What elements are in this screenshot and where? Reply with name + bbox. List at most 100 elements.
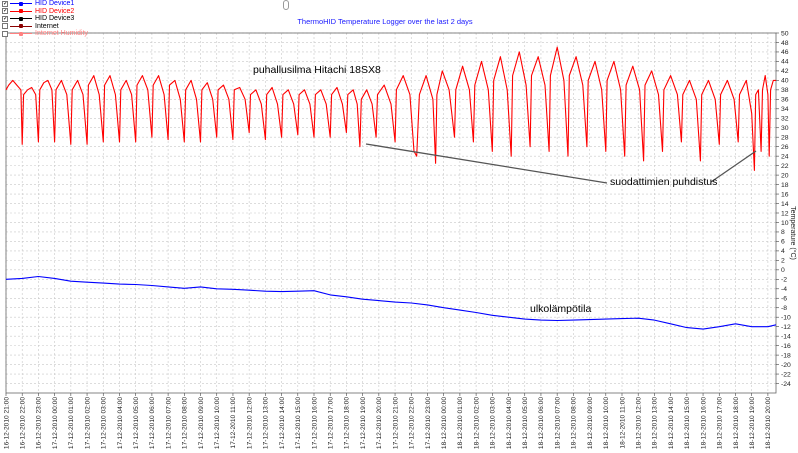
y-tick-label: 0 bbox=[781, 267, 785, 274]
x-tick-label: 18-12-2010 06:00 bbox=[538, 397, 545, 449]
y-tick-label: 46 bbox=[781, 49, 789, 56]
series-layer bbox=[5, 46, 777, 330]
legend-item-device3[interactable]: ✓ HID Device3 bbox=[2, 15, 122, 23]
y-tick-label: 24 bbox=[781, 153, 789, 160]
legend-checkbox[interactable] bbox=[2, 23, 8, 30]
x-tick-label: 17-12-2010 23:00 bbox=[425, 397, 432, 449]
annotation-pointer-lines bbox=[365, 143, 757, 184]
legend-item-device2[interactable]: ✓ HID Device2 bbox=[2, 8, 122, 16]
x-tick-label: 17-12-2010 04:00 bbox=[117, 397, 124, 449]
x-tick-label: 18-12-2010 02:00 bbox=[473, 397, 480, 449]
x-tick-label: 18-12-2010 19:00 bbox=[749, 397, 756, 449]
y-tick-label: -4 bbox=[781, 286, 787, 293]
y-tick-label: -20 bbox=[781, 362, 791, 369]
y-tick-label: -12 bbox=[781, 324, 791, 331]
x-tick-label: 17-12-2010 03:00 bbox=[101, 397, 108, 449]
y-tick-label: 20 bbox=[781, 172, 789, 179]
x-tick-label: 17-12-2010 19:00 bbox=[360, 397, 367, 449]
x-tick-label: 17-12-2010 18:00 bbox=[344, 397, 351, 449]
x-tick-label: 17-12-2010 21:00 bbox=[392, 397, 399, 449]
y-tick-label: 18 bbox=[781, 182, 789, 189]
y-tick-label: 22 bbox=[781, 163, 789, 170]
x-tick-label: 17-12-2010 02:00 bbox=[84, 397, 91, 449]
legend-checkbox[interactable]: ✓ bbox=[2, 0, 8, 7]
y-tick-label: -22 bbox=[781, 371, 791, 378]
y-tick-label: 14 bbox=[781, 201, 789, 208]
x-tick-label: 18-12-2010 16:00 bbox=[700, 397, 707, 449]
x-tick-label: 18-12-2010 05:00 bbox=[522, 397, 529, 449]
y-tick-label: 12 bbox=[781, 210, 789, 217]
y-tick-label: -24 bbox=[781, 381, 791, 388]
x-tick-label: 17-12-2010 07:00 bbox=[165, 397, 172, 449]
x-tick-label: 17-12-2010 05:00 bbox=[133, 397, 140, 449]
x-tick-label: 17-12-2010 09:00 bbox=[198, 397, 205, 449]
x-tick-label: 18-12-2010 07:00 bbox=[554, 397, 561, 449]
y-tick-label: 32 bbox=[781, 116, 789, 123]
x-tick-label: 17-12-2010 16:00 bbox=[311, 397, 318, 449]
y-tick-label: 30 bbox=[781, 125, 789, 132]
legend-swatch bbox=[10, 1, 32, 6]
y-tick-label: -2 bbox=[781, 277, 787, 284]
legend-item-internet-humidity[interactable]: Internet Humidity bbox=[2, 30, 122, 38]
y-tick-label: 34 bbox=[781, 106, 789, 113]
y-tick-label: -14 bbox=[781, 333, 791, 340]
legend-item-device1[interactable]: ✓ HID Device1 bbox=[2, 0, 122, 8]
pointer-line-2 bbox=[710, 150, 757, 183]
legend-swatch bbox=[10, 31, 32, 36]
x-tick-label: 16-12-2010 22:00 bbox=[20, 397, 27, 449]
x-tick-label: 16-12-2010 21:00 bbox=[3, 397, 10, 449]
x-tick-label: 18-12-2010 20:00 bbox=[765, 397, 772, 449]
legend-swatch bbox=[10, 24, 32, 29]
x-tick-label: 17-12-2010 12:00 bbox=[246, 397, 253, 449]
legend-checkbox[interactable] bbox=[2, 30, 8, 37]
x-tick-label: 18-12-2010 09:00 bbox=[587, 397, 594, 449]
legend-checkbox[interactable]: ✓ bbox=[2, 8, 8, 15]
x-tick-label: 17-12-2010 15:00 bbox=[295, 397, 302, 449]
x-tick-label: 17-12-2010 06:00 bbox=[149, 397, 156, 449]
legend-label: Internet Humidity bbox=[35, 30, 88, 37]
paperclip-icon[interactable] bbox=[283, 0, 289, 10]
y-tick-label: 42 bbox=[781, 68, 789, 75]
y-tick-label: 50 bbox=[781, 30, 789, 37]
x-tick-label: 18-12-2010 01:00 bbox=[457, 397, 464, 449]
y-tick-label: -16 bbox=[781, 343, 791, 350]
y-tick-label: 8 bbox=[781, 229, 785, 236]
y-tick-label: -8 bbox=[781, 305, 787, 312]
legend-label: HID Device3 bbox=[35, 15, 75, 22]
y-tick-label: 38 bbox=[781, 87, 789, 94]
y-tick-label: 2 bbox=[781, 258, 785, 265]
annotation-filter-cleaning: suodattimien puhdistus bbox=[610, 176, 718, 188]
x-tick-label: 18-12-2010 11:00 bbox=[619, 397, 626, 449]
annotation-heat-pump: puhallusilma Hitachi 18SX8 bbox=[253, 64, 381, 76]
x-tick-label: 16-12-2010 23:00 bbox=[36, 397, 43, 449]
x-tick-label: 18-12-2010 15:00 bbox=[684, 397, 691, 449]
legend-label: HID Device2 bbox=[35, 7, 75, 15]
y-axis-ticks: 5048464442403836343230282624222018161412… bbox=[776, 30, 791, 388]
pointer-line-1 bbox=[365, 143, 608, 184]
y-tick-label: -18 bbox=[781, 352, 791, 359]
y-tick-label: 4 bbox=[781, 248, 785, 255]
x-tick-label: 17-12-2010 01:00 bbox=[68, 397, 75, 449]
legend-item-internet[interactable]: Internet bbox=[2, 23, 122, 31]
series-line-device2 bbox=[5, 46, 776, 171]
x-tick-label: 18-12-2010 18:00 bbox=[733, 397, 740, 449]
chart-title: ThermoHID Temperature Logger over the la… bbox=[297, 17, 473, 26]
legend-label: HID Device1 bbox=[35, 0, 75, 7]
y-tick-label: 48 bbox=[781, 40, 789, 47]
x-tick-label: 18-12-2010 00:00 bbox=[441, 397, 448, 449]
x-tick-label: 18-12-2010 14:00 bbox=[668, 397, 675, 449]
y-tick-label: 26 bbox=[781, 144, 789, 151]
y-axis-label: Temperature (°C) bbox=[789, 206, 797, 260]
annotation-outdoor-temp: ulkolämpötila bbox=[530, 303, 592, 315]
x-tick-label: 17-12-2010 10:00 bbox=[214, 397, 221, 449]
x-tick-label: 18-12-2010 03:00 bbox=[490, 397, 497, 449]
x-tick-label: 18-12-2010 10:00 bbox=[603, 397, 610, 449]
x-tick-label: 17-12-2010 11:00 bbox=[230, 397, 237, 449]
y-tick-label: 44 bbox=[781, 59, 789, 66]
x-tick-label: 18-12-2010 17:00 bbox=[717, 397, 724, 449]
x-tick-label: 17-12-2010 22:00 bbox=[409, 397, 416, 449]
y-tick-label: 10 bbox=[781, 220, 789, 227]
legend-checkbox[interactable]: ✓ bbox=[2, 15, 8, 22]
horizontal-gridlines bbox=[6, 32, 776, 384]
x-tick-label: 17-12-2010 17:00 bbox=[328, 397, 335, 449]
